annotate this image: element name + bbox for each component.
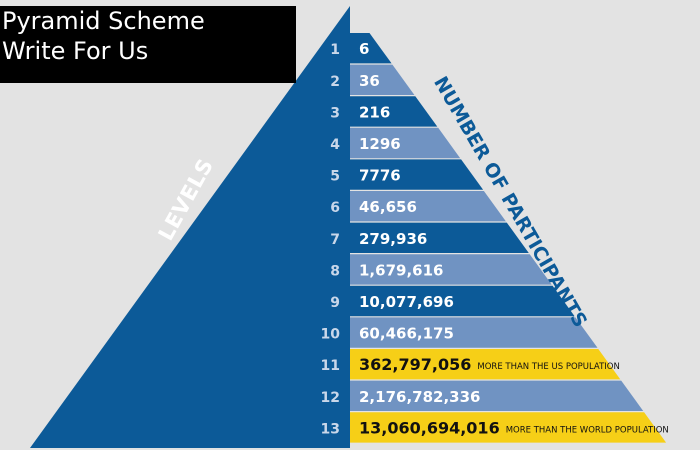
participant-note: MORE THAN THE WORLD POPULATION [506,425,669,435]
participant-band [350,159,484,190]
level-number: 6 [330,200,340,216]
level-number: 12 [321,390,340,406]
participant-count: 216 [359,103,390,121]
participant-band [350,349,621,380]
participant-band [350,317,598,348]
level-number: 2 [330,74,340,90]
level-number: 9 [330,295,340,311]
participant-count: 13,060,694,016 [359,418,500,437]
participant-band [350,33,392,64]
participant-count: 7776 [359,167,401,185]
page-title-line-1: Pyramid Scheme [2,7,205,35]
participant-count: 362,797,056 [359,355,471,374]
participant-count: 279,936 [359,230,427,248]
participant-band [350,127,461,159]
participant-count: 60,466,175 [359,325,454,343]
participant-band [350,380,644,411]
participant-count: 1,679,616 [359,261,443,279]
level-number: 5 [330,169,340,185]
participant-count: 1296 [359,135,401,153]
participant-bands: 6 36 216 1296 7776 46,656 279,936 1,679,616 10,0… [350,33,669,443]
participant-note: MORE THAN THE US POPULATION [477,362,619,372]
level-number: 8 [330,263,340,279]
participant-band [350,191,506,222]
participant-band [350,254,552,285]
level-number: 13 [321,421,340,437]
pyramid-left-face [30,6,350,448]
level-number: 11 [321,358,340,374]
participant-band [350,285,575,317]
level-number: 3 [330,105,340,121]
participant-count: 46,656 [359,198,417,216]
participant-band [350,222,529,253]
participant-count: 2,176,782,336 [359,388,480,406]
level-number: 1 [330,42,340,58]
level-number: 4 [330,137,340,153]
participant-band [350,412,667,443]
participant-count: 36 [359,72,380,90]
level-number: 7 [330,232,340,248]
participant-band [350,64,415,95]
page-title-banner: Pyramid Scheme Write For Us [0,6,296,83]
participant-count: 6 [359,40,369,58]
page-title-line-2: Write For Us [2,37,149,65]
participant-band [350,96,438,127]
participant-count: 10,077,696 [359,293,454,311]
level-number: 10 [321,327,341,343]
